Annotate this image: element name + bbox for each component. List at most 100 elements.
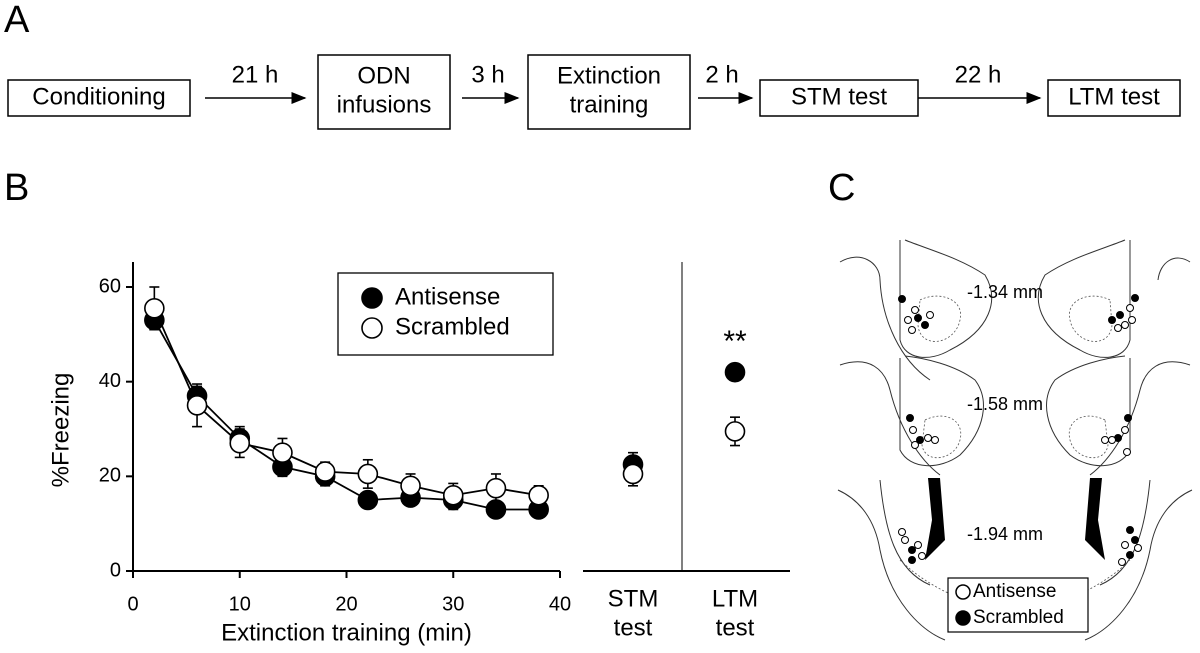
section-outline — [899, 239, 993, 358]
y-axis-label: %Freezing — [47, 373, 74, 488]
placement-dot — [908, 326, 916, 334]
x-tick-label: STM test — [608, 586, 659, 642]
y-tick-label: 60 — [99, 275, 121, 297]
placement-dot — [918, 552, 926, 560]
placement-dot — [926, 311, 934, 319]
step-label: STM test — [791, 83, 887, 110]
x-tick-label: LTM test — [712, 586, 758, 642]
placement-dot — [1118, 558, 1126, 566]
marker — [272, 442, 293, 463]
x-tick-label: 30 — [442, 593, 464, 615]
marker — [724, 361, 746, 383]
nucleus-outline — [921, 415, 1109, 459]
section-outline — [1037, 239, 1131, 358]
placement-dot — [911, 306, 919, 314]
placement-dot — [1128, 316, 1136, 324]
section-outline — [839, 361, 1191, 476]
y-tick-label: 40 — [99, 370, 121, 392]
legend-marker — [361, 317, 383, 339]
interval-label: 2 h — [705, 61, 738, 88]
interval-label: 22 h — [955, 61, 1002, 88]
placement-dot — [1131, 536, 1139, 544]
placement-dots — [898, 294, 1142, 566]
placement-dot — [1134, 544, 1142, 552]
placement-dot — [901, 536, 909, 544]
placement-dot — [1123, 448, 1131, 456]
timeline: Conditioning ODN infusions Extinction trai… — [7, 54, 1181, 130]
x-tick-label: 20 — [335, 593, 357, 615]
placement-dot — [1101, 436, 1109, 444]
section-label: -1.34 mm — [967, 282, 1043, 302]
placement-dot — [1116, 311, 1124, 319]
marker — [229, 432, 251, 454]
placement-dot — [911, 441, 919, 449]
section-outline — [899, 355, 984, 467]
legend-label: Antisense — [973, 581, 1056, 602]
step-box — [527, 54, 691, 130]
x-tick-label: 40 — [549, 593, 571, 615]
series-line — [153, 307, 539, 497]
legend-marker — [955, 584, 971, 600]
marker — [314, 461, 336, 482]
section-label: -1.58 mm — [967, 394, 1043, 414]
placement-dot — [898, 295, 906, 303]
placement-dot — [1121, 426, 1129, 434]
placement-dot — [1126, 304, 1134, 312]
legend-box — [947, 577, 1089, 633]
section-outline — [839, 256, 1191, 381]
placement-dot — [914, 314, 922, 322]
placement-dot — [1124, 414, 1132, 422]
marker — [485, 499, 507, 520]
placement-dot — [1126, 526, 1134, 534]
placement-dot — [908, 556, 916, 564]
placement-dot — [916, 436, 924, 444]
legend-marker — [361, 287, 383, 309]
nucleus-outline — [917, 295, 1113, 342]
step-box — [317, 54, 451, 130]
placement-dot — [1131, 294, 1139, 302]
section-outline — [1046, 355, 1131, 467]
step-label: Conditioning — [32, 83, 165, 110]
interval-label: 21 h — [232, 61, 279, 88]
placement-dot — [1114, 324, 1122, 332]
panel-label: B — [4, 167, 29, 209]
marker — [528, 484, 549, 506]
legend-marker — [955, 610, 971, 626]
marker — [144, 297, 165, 319]
placement-dot — [914, 541, 922, 549]
plot-area: 0 20 40 60 0 10 20 30 40 Extinction training (min… — [47, 262, 790, 646]
legend-label: Antisense — [395, 283, 500, 310]
histology: -1.34 mm -1.58 mm -1.94 mm Antisense Scr… — [837, 239, 1193, 641]
placement-dot — [904, 316, 912, 324]
step-label: LTM test — [1068, 83, 1160, 110]
placement-dot — [1121, 321, 1129, 329]
marker — [357, 489, 379, 511]
ventricle — [925, 478, 945, 560]
step-box — [1047, 79, 1181, 117]
section-outline — [837, 489, 1193, 641]
significance: ** — [723, 325, 747, 358]
legend-label: Scrambled — [973, 607, 1064, 628]
placement-dot — [1121, 541, 1129, 549]
placement-dot — [1108, 316, 1116, 324]
step-label: ODN infusions — [337, 63, 432, 119]
y-tick-label: 0 — [110, 559, 121, 581]
marker — [186, 395, 208, 416]
step-label: Extinction training — [557, 63, 661, 119]
x-axis-label: Extinction training (min) — [221, 619, 472, 646]
placement-dot — [1126, 551, 1134, 559]
placement-dot — [921, 321, 929, 329]
placement-dot — [909, 426, 917, 434]
panel-label: A — [4, 0, 30, 41]
x-tick-label: 0 — [127, 593, 138, 615]
marker — [724, 421, 746, 442]
marker — [357, 463, 379, 485]
marker — [400, 475, 421, 497]
x-tick-label: 10 — [229, 593, 251, 615]
placement-dot — [924, 434, 932, 442]
section-label: -1.94 mm — [967, 524, 1043, 544]
marker — [442, 484, 464, 506]
panel-label: C — [828, 167, 855, 209]
legend-label: Scrambled — [395, 313, 510, 340]
